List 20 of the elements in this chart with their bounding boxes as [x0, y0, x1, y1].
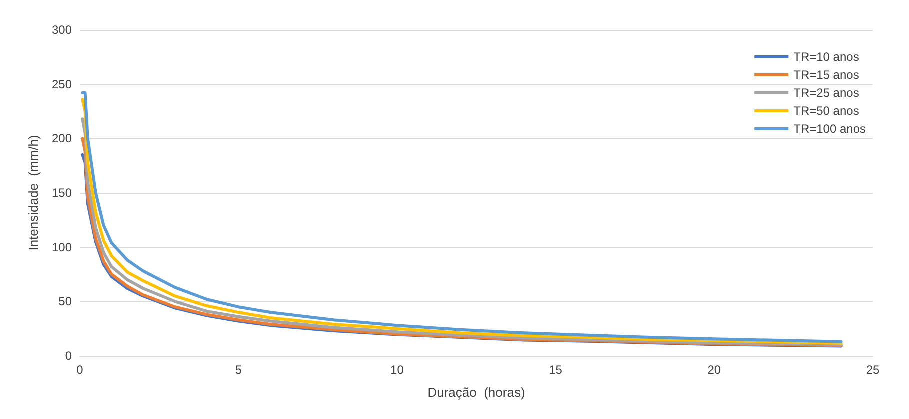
x-axis-title: Duração (horas)	[428, 385, 526, 400]
legend-label: TR=10 anos	[794, 50, 860, 64]
x-tick-label: 20	[708, 363, 722, 377]
y-tick-label: 200	[52, 132, 72, 146]
y-axis-title: Intensidade (mm/h)	[26, 135, 41, 251]
legend-label: TR=25 anos	[794, 86, 860, 100]
x-tick-label: 5	[235, 363, 242, 377]
y-tick-label: 300	[52, 23, 72, 37]
y-tick-label: 50	[58, 294, 72, 309]
y-tick-label: 0	[65, 349, 72, 363]
x-tick-label: 10	[390, 363, 404, 377]
legend-label: TR=15 anos	[794, 68, 860, 82]
y-tick-label: 150	[52, 186, 72, 200]
legend-label: TR=50 anos	[794, 104, 860, 118]
x-tick-label: 0	[76, 363, 84, 377]
legend-label: TR=100 anos	[794, 122, 866, 136]
y-tick-label: 250	[52, 77, 72, 92]
x-tick-label: 15	[549, 363, 563, 377]
x-tick-label: 25	[866, 363, 880, 377]
y-tick-label: 100	[52, 240, 72, 254]
